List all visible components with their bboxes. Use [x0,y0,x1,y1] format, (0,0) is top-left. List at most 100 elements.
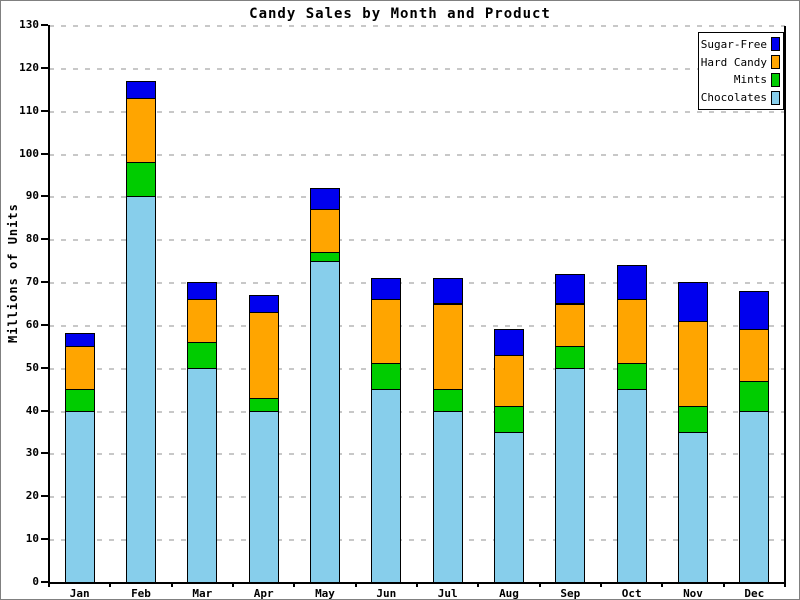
legend-label: Hard Candy [700,55,767,69]
gridline-y-70 [49,282,785,285]
gridline-y-10 [49,539,785,542]
bar-feb-sugar-free [126,80,156,99]
bar-sep-chocolates [555,367,586,583]
bar-may-sugar-free [310,187,340,211]
y-tick-label-40: 40 [25,403,39,417]
bar-apr-hard-candy [248,312,279,399]
x-tick-9 [600,582,602,587]
x-tick-2 [170,582,173,587]
y-tick-20 [41,495,48,498]
legend-swatch-icon [771,37,780,52]
bar-apr-sugar-free [248,294,279,314]
bar-jul-mints [432,389,463,412]
legend-item-hard-candy: Hard Candy [700,54,780,71]
bar-jun-hard-candy [371,299,402,365]
bar-mar-chocolates [187,367,218,583]
x-category-label-jul: Jul [437,587,458,600]
gridline-y-20 [49,496,785,499]
right-border-line [784,26,786,584]
bar-nov-mints [678,406,708,434]
bar-aug-chocolates [494,432,524,583]
bar-aug-hard-candy [494,354,524,408]
x-category-label-dec: Dec [744,587,765,600]
legend-box: Sugar-Free Hard Candy Mints Chocolates [698,32,784,110]
bar-dec-hard-candy [739,329,770,382]
y-tick-80 [41,238,48,241]
bar-sep-mints [555,346,586,369]
x-category-label-apr: Apr [253,587,274,600]
bar-jan-sugar-free [64,333,95,348]
legend-item-chocolates: Chocolates [700,89,780,106]
x-category-label-mar: Mar [192,587,213,600]
y-tick-label-100: 100 [19,146,39,160]
bar-feb-chocolates [126,196,156,583]
bar-may-hard-candy [310,209,340,254]
x-category-label-jan: Jan [69,587,90,600]
x-tick-0 [48,582,50,587]
x-tick-12 [784,582,786,587]
bar-aug-mints [494,406,524,434]
bar-jun-chocolates [371,389,402,583]
bar-oct-chocolates [616,389,647,583]
bar-mar-sugar-free [187,282,218,301]
y-tick-label-10: 10 [25,532,39,546]
x-tick-4 [293,582,296,587]
legend-swatch-icon [771,90,780,105]
y-tick-60 [41,323,48,326]
y-tick-40 [41,409,48,412]
x-tick-7 [477,582,480,587]
y-tick-label-70: 70 [25,275,39,289]
x-category-label-oct: Oct [621,587,642,600]
bar-oct-sugar-free [616,264,647,301]
bar-apr-chocolates [248,410,279,583]
legend-swatch-icon [771,55,780,70]
legend-label: Mints [733,73,767,87]
x-tick-5 [354,582,357,587]
bar-apr-mints [248,397,279,412]
bar-nov-chocolates [678,432,708,583]
x-category-label-feb: Feb [131,587,151,600]
bar-mar-mints [187,342,218,369]
bar-jul-chocolates [432,410,463,583]
y-tick-120 [41,66,48,69]
bar-jan-hard-candy [64,346,95,391]
gridline-y-120 [49,67,785,70]
bar-jun-sugar-free [371,277,402,301]
gridline-y-30 [49,453,785,456]
y-tick-0 [41,581,48,583]
bar-jan-mints [64,389,95,412]
legend-label: Chocolates [700,91,767,105]
y-tick-label-110: 110 [19,103,39,117]
bar-oct-mints [616,363,647,391]
y-tick-label-130: 130 [19,18,39,31]
y-tick-label-60: 60 [25,317,39,331]
bar-aug-sugar-free [494,329,524,356]
x-tick-3 [232,582,234,587]
y-tick-label-90: 90 [25,189,39,203]
legend-item-mints: Mints [702,71,780,88]
bar-nov-sugar-free [678,282,708,322]
y-tick-50 [41,366,48,369]
bar-sep-hard-candy [555,303,586,348]
bar-dec-chocolates [739,410,770,583]
gridline-y-60 [49,324,785,327]
gridline-y-110 [49,110,785,113]
legend-swatch-icon [771,72,780,87]
x-tick-8 [538,582,541,587]
gridline-y-50 [49,367,785,370]
x-category-label-nov: Nov [683,587,703,600]
x-category-label-jun: Jun [376,587,397,600]
x-tick-11 [722,582,725,587]
bar-jul-hard-candy [432,303,463,391]
bar-jun-mints [371,363,402,391]
y-tick-130 [41,24,48,26]
bar-mar-hard-candy [187,299,218,344]
gridline-y-130 [49,25,785,27]
bar-jul-sugar-free [432,277,463,305]
gridline-y-100 [49,153,785,156]
y-tick-100 [41,152,48,155]
bar-oct-hard-candy [616,299,647,365]
bar-feb-mints [126,162,156,198]
y-tick-110 [41,109,48,112]
